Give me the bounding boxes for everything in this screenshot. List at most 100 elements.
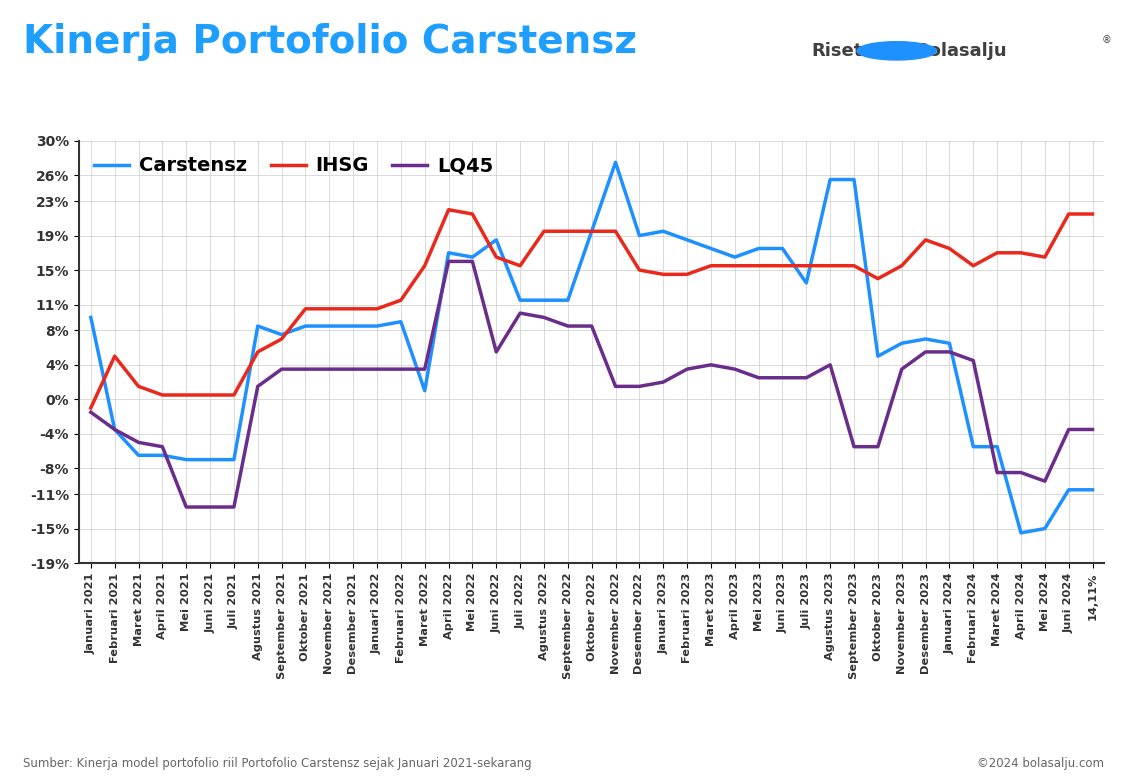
- IHSG: [967, 261, 980, 271]
- LQ45: [1014, 468, 1028, 477]
- IHSG: [991, 248, 1004, 257]
- Carstensz: [156, 450, 169, 460]
- LQ45: [585, 321, 598, 331]
- Text: ©2024 bolasalju.com: ©2024 bolasalju.com: [977, 757, 1104, 770]
- LQ45: [632, 382, 646, 391]
- LQ45: [728, 364, 742, 374]
- Carstensz: [465, 253, 479, 262]
- Carstensz: [514, 296, 527, 305]
- IHSG: [251, 347, 265, 357]
- IHSG: [1062, 210, 1075, 219]
- IHSG: [942, 244, 956, 253]
- Circle shape: [857, 41, 937, 60]
- LQ45: [991, 468, 1004, 477]
- LQ45: [85, 407, 98, 417]
- Carstensz: [251, 321, 265, 331]
- LQ45: [967, 356, 980, 365]
- IHSG: [346, 304, 360, 314]
- Carstensz: [895, 339, 908, 348]
- LQ45: [179, 502, 193, 511]
- IHSG: [775, 261, 789, 271]
- IHSG: [561, 227, 575, 236]
- IHSG: [465, 210, 479, 219]
- IHSG: [418, 261, 432, 271]
- Carstensz: [919, 334, 932, 343]
- LQ45: [824, 361, 837, 370]
- LQ45: [704, 361, 718, 370]
- LQ45: [251, 382, 265, 391]
- IHSG: [728, 261, 742, 271]
- IHSG: [871, 274, 885, 283]
- Line: LQ45: LQ45: [91, 261, 1092, 507]
- LQ45: [132, 438, 145, 447]
- LQ45: [394, 364, 408, 374]
- LQ45: [681, 364, 694, 374]
- Carstensz: [228, 455, 241, 465]
- IHSG: [179, 390, 193, 400]
- IHSG: [824, 261, 837, 271]
- IHSG: [108, 352, 122, 361]
- LQ45: [299, 364, 312, 374]
- IHSG: [132, 382, 145, 391]
- Carstensz: [132, 450, 145, 460]
- IHSG: [656, 270, 669, 279]
- LQ45: [919, 347, 932, 357]
- Carstensz: [942, 339, 956, 348]
- IHSG: [203, 390, 216, 400]
- LQ45: [538, 313, 551, 322]
- Carstensz: [108, 425, 122, 434]
- Carstensz: [203, 455, 216, 465]
- Carstensz: [1062, 485, 1075, 494]
- IHSG: [514, 261, 527, 271]
- LQ45: [1062, 425, 1075, 434]
- Carstensz: [442, 248, 455, 257]
- LQ45: [895, 364, 908, 374]
- Carstensz: [585, 227, 598, 236]
- Carstensz: [704, 244, 718, 253]
- IHSG: [322, 304, 336, 314]
- Carstensz: [1038, 524, 1051, 533]
- IHSG: [299, 304, 312, 314]
- LQ45: [228, 502, 241, 511]
- IHSG: [799, 261, 813, 271]
- Carstensz: [656, 227, 669, 236]
- Line: IHSG: IHSG: [91, 210, 1092, 408]
- Carstensz: [848, 175, 861, 185]
- Text: ®: ®: [1101, 35, 1111, 45]
- Carstensz: [728, 253, 742, 262]
- LQ45: [442, 256, 455, 266]
- IHSG: [1038, 253, 1051, 262]
- Carstensz: [371, 321, 384, 331]
- IHSG: [609, 227, 622, 236]
- IHSG: [919, 235, 932, 245]
- Carstensz: [346, 321, 360, 331]
- IHSG: [538, 227, 551, 236]
- LQ45: [156, 442, 169, 451]
- Carstensz: [632, 231, 646, 240]
- LQ45: [322, 364, 336, 374]
- IHSG: [1014, 248, 1028, 257]
- LQ45: [203, 502, 216, 511]
- Carstensz: [991, 442, 1004, 451]
- LQ45: [609, 382, 622, 391]
- LQ45: [418, 364, 432, 374]
- Carstensz: [322, 321, 336, 331]
- LQ45: [346, 364, 360, 374]
- LQ45: [561, 321, 575, 331]
- IHSG: [394, 296, 408, 305]
- Carstensz: [299, 321, 312, 331]
- IHSG: [489, 253, 503, 262]
- Carstensz: [85, 313, 98, 322]
- Carstensz: [609, 158, 622, 167]
- LQ45: [942, 347, 956, 357]
- IHSG: [632, 265, 646, 274]
- IHSG: [1085, 210, 1099, 219]
- Text: Sumber: Kinerja model portofolio riil Portofolio Carstensz sejak Januari 2021-se: Sumber: Kinerja model portofolio riil Po…: [23, 757, 531, 770]
- IHSG: [228, 390, 241, 400]
- LQ45: [775, 373, 789, 382]
- LQ45: [871, 442, 885, 451]
- Carstensz: [561, 296, 575, 305]
- LQ45: [1038, 476, 1051, 486]
- Carstensz: [871, 352, 885, 361]
- LQ45: [489, 347, 503, 357]
